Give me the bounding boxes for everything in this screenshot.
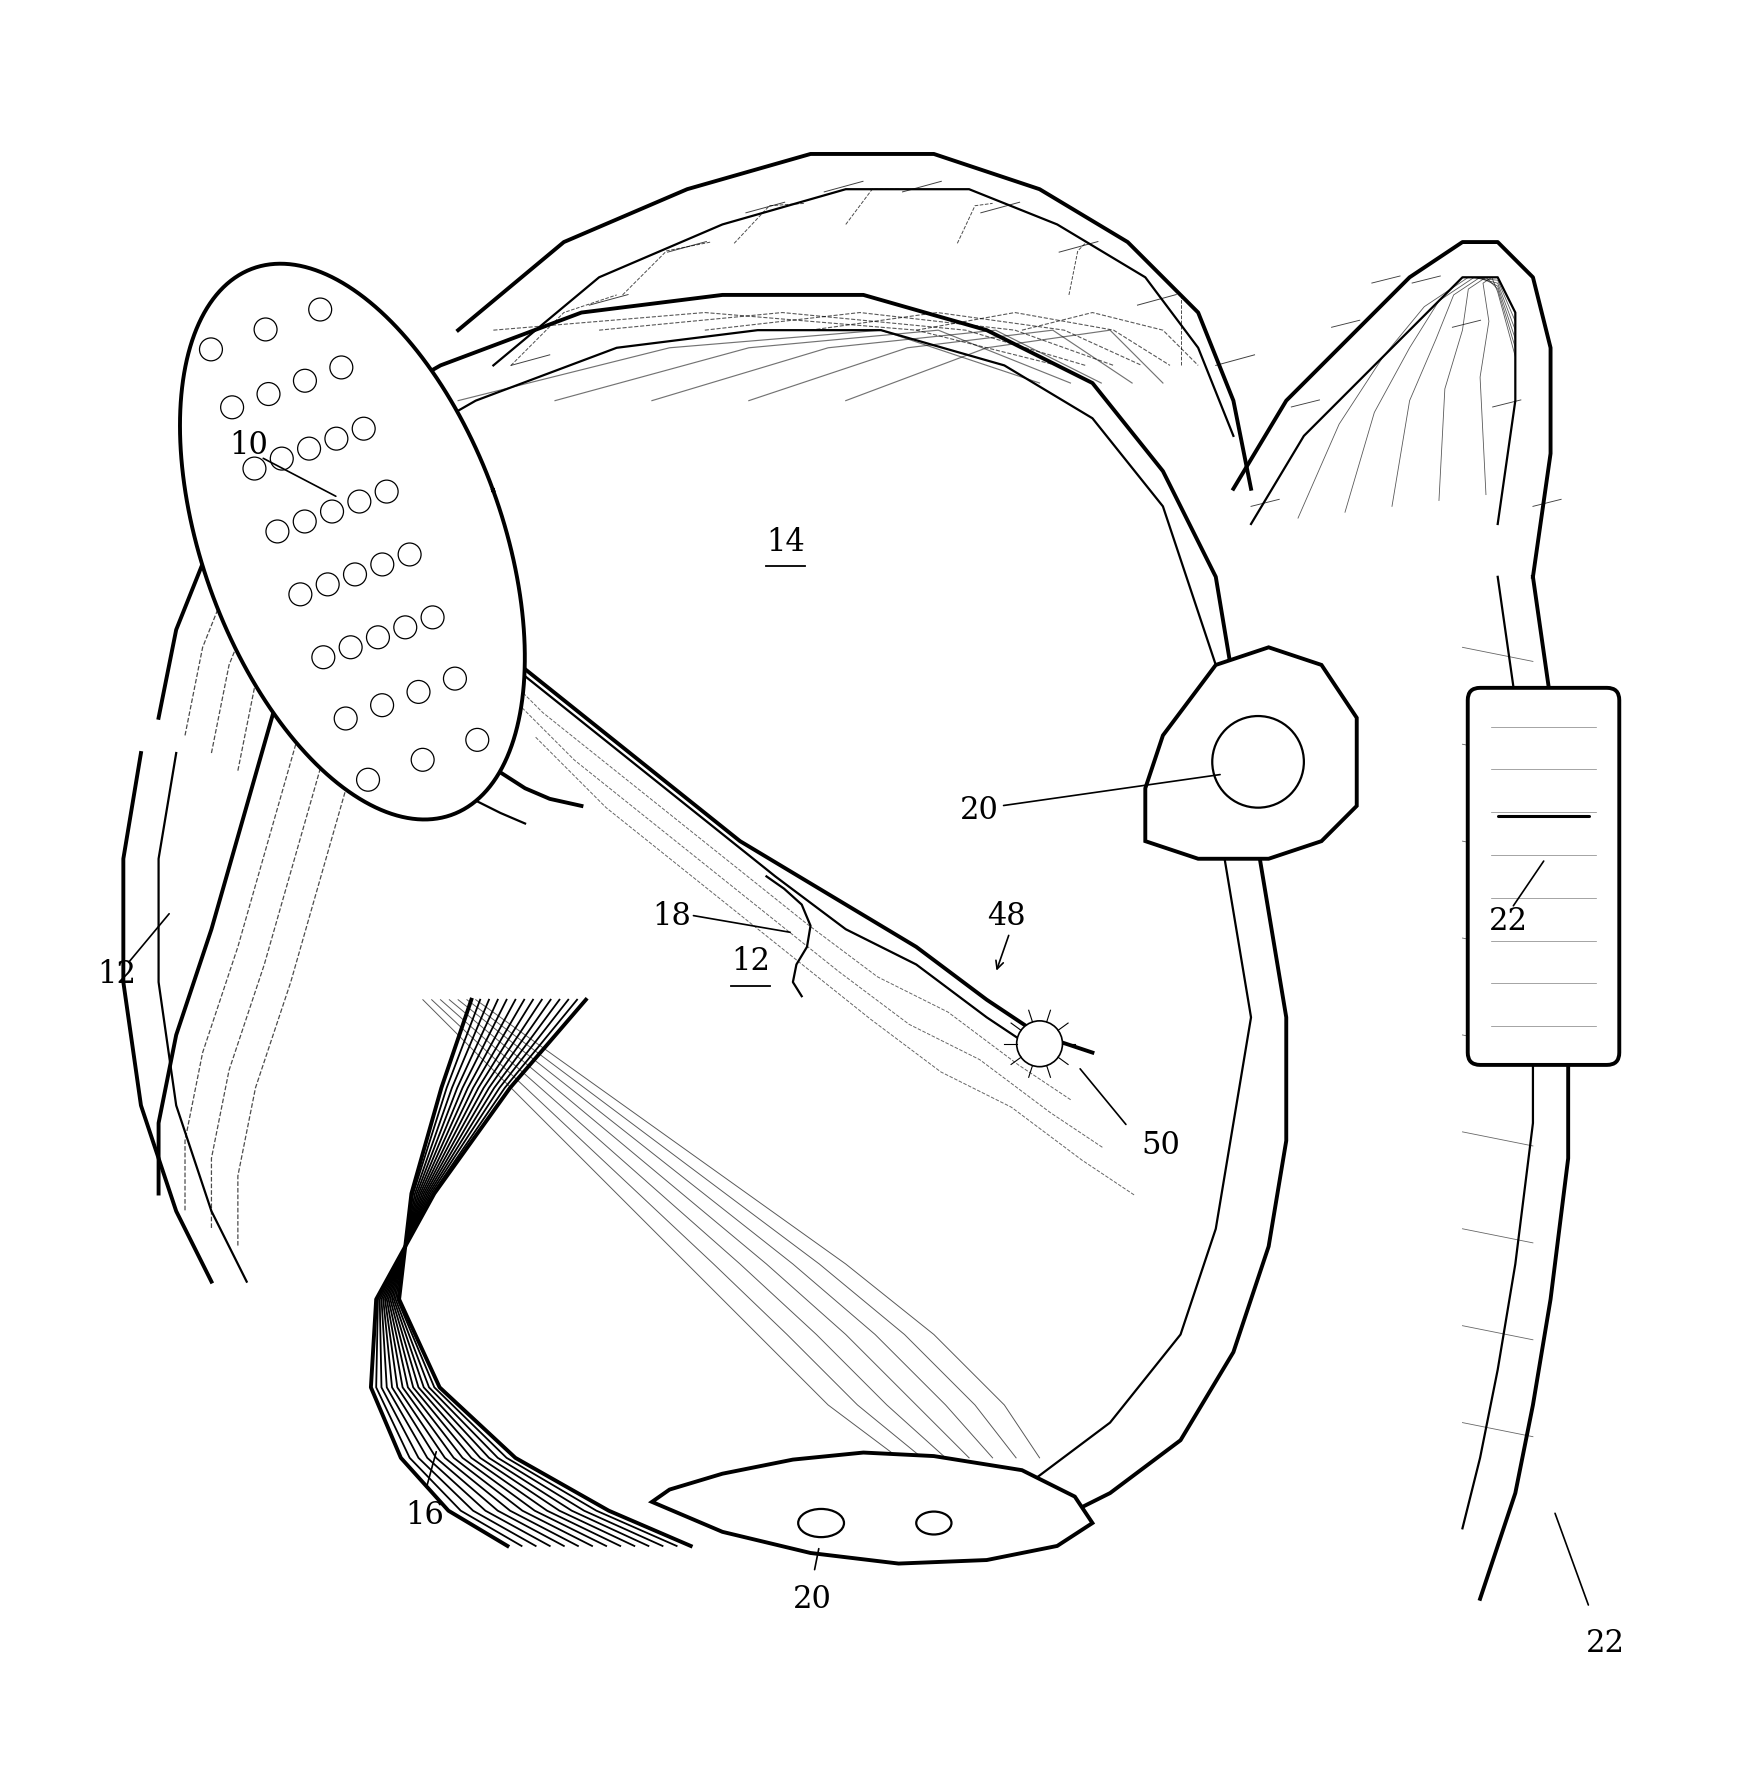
Circle shape: [395, 617, 418, 639]
Circle shape: [199, 338, 222, 361]
Circle shape: [257, 383, 280, 406]
Text: 50: 50: [1142, 1129, 1181, 1159]
Circle shape: [356, 769, 379, 793]
Circle shape: [270, 447, 292, 471]
Circle shape: [292, 510, 315, 533]
Ellipse shape: [916, 1512, 951, 1535]
Ellipse shape: [798, 1510, 844, 1537]
Text: 14: 14: [766, 526, 805, 558]
Circle shape: [289, 583, 312, 606]
Circle shape: [266, 521, 289, 544]
Circle shape: [347, 490, 370, 513]
Circle shape: [243, 458, 266, 481]
Text: 10: 10: [229, 429, 268, 462]
Circle shape: [294, 370, 317, 394]
Text: 22: 22: [1586, 1628, 1625, 1658]
Circle shape: [312, 646, 335, 669]
Polygon shape: [141, 243, 1286, 1546]
Text: 12: 12: [97, 959, 136, 989]
Circle shape: [340, 637, 363, 660]
Circle shape: [308, 299, 331, 322]
Circle shape: [370, 553, 393, 576]
Text: 20: 20: [793, 1583, 832, 1614]
Circle shape: [366, 626, 389, 649]
Circle shape: [370, 694, 393, 717]
FancyBboxPatch shape: [1468, 689, 1619, 1064]
Text: 12: 12: [731, 946, 770, 977]
Circle shape: [375, 481, 398, 504]
Circle shape: [220, 397, 243, 420]
Circle shape: [411, 750, 433, 771]
Circle shape: [1212, 717, 1304, 809]
Polygon shape: [1145, 648, 1357, 859]
Polygon shape: [180, 265, 525, 819]
Text: 18: 18: [652, 900, 691, 930]
Circle shape: [398, 544, 421, 567]
Text: 16: 16: [405, 1499, 444, 1530]
Circle shape: [321, 501, 344, 524]
Circle shape: [324, 428, 347, 451]
Circle shape: [421, 606, 444, 630]
Polygon shape: [652, 1453, 1092, 1564]
Circle shape: [329, 356, 352, 379]
Circle shape: [444, 667, 467, 691]
Circle shape: [335, 708, 358, 730]
Text: 20: 20: [960, 794, 999, 825]
Circle shape: [407, 682, 430, 703]
Circle shape: [1017, 1022, 1062, 1066]
Text: 48: 48: [987, 900, 1025, 930]
Circle shape: [352, 419, 375, 440]
Circle shape: [344, 564, 366, 587]
Circle shape: [254, 318, 277, 342]
Circle shape: [315, 574, 338, 596]
Text: 22: 22: [1489, 905, 1528, 936]
Circle shape: [298, 438, 321, 462]
Circle shape: [465, 728, 488, 751]
